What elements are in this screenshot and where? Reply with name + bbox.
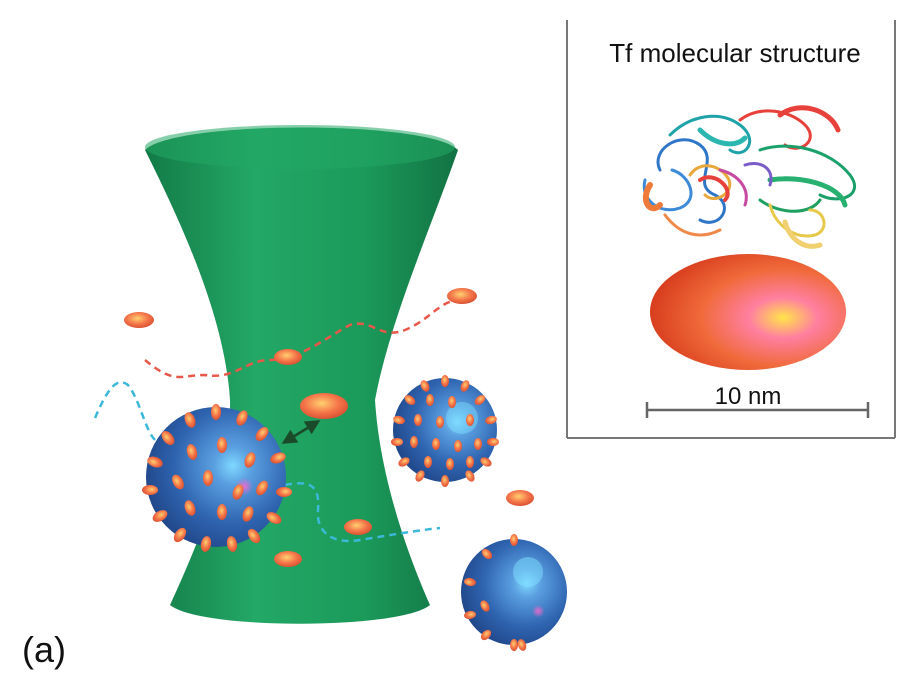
sparse-nanoparticle bbox=[461, 534, 567, 651]
free-protein bbox=[124, 312, 154, 328]
tf-ellipsoid-model bbox=[650, 254, 846, 370]
free-protein bbox=[300, 393, 348, 419]
free-protein bbox=[274, 349, 302, 365]
cyan-trajectory-right bbox=[284, 482, 441, 543]
free-protein bbox=[344, 519, 372, 535]
panel-label: (a) bbox=[22, 629, 66, 670]
laser-beam bbox=[145, 125, 458, 624]
trapped-nanoparticle bbox=[142, 404, 292, 552]
cyan-trajectory-left bbox=[93, 381, 156, 441]
free-protein bbox=[506, 490, 534, 506]
scale-bar bbox=[645, 402, 870, 418]
inset-panel: Tf molecular structure bbox=[566, 20, 896, 439]
protein-ribbon-structure bbox=[642, 105, 857, 249]
free-transferrin-proteins bbox=[124, 288, 534, 567]
coated-nanoparticle bbox=[391, 375, 499, 487]
free-protein bbox=[447, 288, 477, 304]
inset-title: Tf molecular structure bbox=[609, 38, 860, 68]
binding-arrow bbox=[281, 420, 321, 444]
free-protein bbox=[274, 551, 302, 567]
scale-bar-label: 10 nm bbox=[715, 383, 782, 410]
